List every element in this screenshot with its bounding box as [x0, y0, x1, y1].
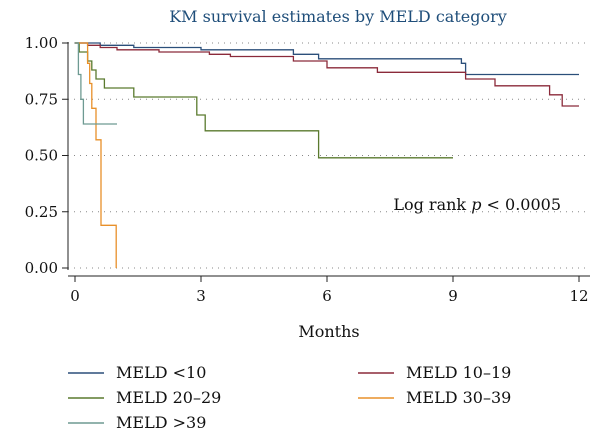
- x-tick-label-2: 6: [322, 287, 332, 305]
- legend: MELD <10 MELD 10–19 MELD 20–29 MELD 30–39 ME…: [68, 363, 511, 432]
- log-rank-annotation: Log rank p < 0.0005: [393, 195, 561, 214]
- legend-item-4: MELD >39: [68, 413, 206, 432]
- axes: 0.00 0.25 0.50 0.75 1.00 0 3 6 9 12: [25, 34, 590, 305]
- grid-lines: [68, 42, 590, 269]
- series-line-2: [75, 42, 453, 159]
- legend-label-4: MELD >39: [116, 413, 206, 432]
- y-tick-label-1: 0.25: [25, 203, 58, 221]
- x-tick-label-1: 3: [196, 287, 206, 305]
- x-axis-label: Months: [298, 322, 359, 341]
- series-line-4: [75, 42, 117, 125]
- legend-label-2: MELD 20–29: [116, 388, 221, 407]
- x-tick-label-3: 9: [448, 287, 458, 305]
- series-line-1: [75, 42, 579, 107]
- legend-label-1: MELD 10–19: [406, 363, 511, 382]
- y-tick-label-0: 0.00: [25, 259, 58, 277]
- legend-label-0: MELD <10: [116, 363, 206, 382]
- legend-item-3: MELD 30–39: [358, 388, 511, 407]
- series-line-0: [75, 42, 579, 76]
- y-tick-label-3: 0.75: [25, 90, 58, 108]
- series-line-3: [75, 42, 117, 268]
- x-tick-label-4: 12: [569, 287, 588, 305]
- y-tick-label-4: 1.00: [25, 34, 58, 52]
- series-lines: [75, 42, 579, 268]
- legend-item-2: MELD 20–29: [68, 388, 221, 407]
- chart-title: KM survival estimates by MELD category: [169, 7, 507, 26]
- annotation-rest: < 0.0005: [481, 195, 561, 214]
- legend-item-0: MELD <10: [68, 363, 206, 382]
- annotation-text: Log rank: [393, 195, 471, 214]
- annotation-p: p: [471, 195, 481, 214]
- y-tick-label-2: 0.50: [25, 147, 58, 165]
- x-tick-label-0: 0: [70, 287, 80, 305]
- legend-item-1: MELD 10–19: [358, 363, 511, 382]
- legend-label-3: MELD 30–39: [406, 388, 511, 407]
